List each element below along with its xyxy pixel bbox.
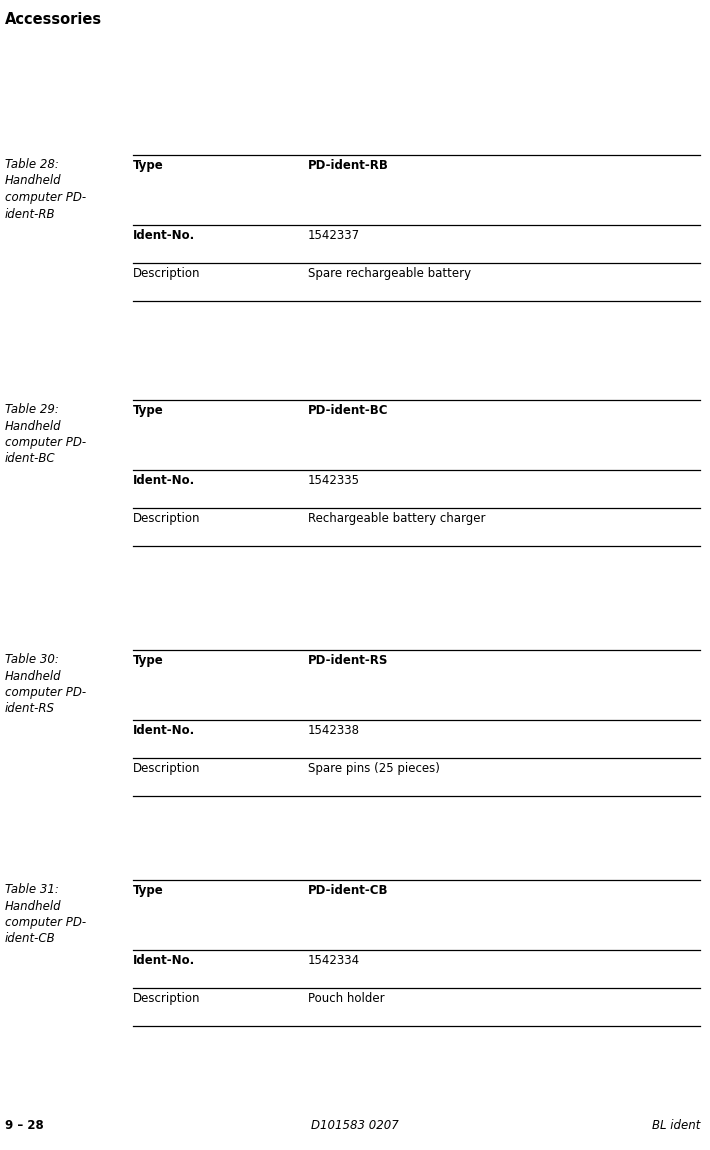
Text: Type: Type xyxy=(133,404,164,417)
Text: Ident-No.: Ident-No. xyxy=(133,954,195,967)
Text: Spare pins (25 pieces): Spare pins (25 pieces) xyxy=(308,762,440,775)
Text: Ident-No.: Ident-No. xyxy=(133,229,195,242)
Text: PD-ident-RB: PD-ident-RB xyxy=(308,159,389,172)
Text: Type: Type xyxy=(133,654,164,667)
Text: Rechargeable battery charger: Rechargeable battery charger xyxy=(308,512,486,526)
Text: Spare rechargeable battery: Spare rechargeable battery xyxy=(308,267,471,279)
Text: Description: Description xyxy=(133,512,200,526)
Text: Table 31:
Handheld
computer PD-
ident-CB: Table 31: Handheld computer PD- ident-CB xyxy=(5,883,86,945)
Text: Ident-No.: Ident-No. xyxy=(133,474,195,486)
Text: 1542334: 1542334 xyxy=(308,954,360,967)
Text: Table 28:
Handheld
computer PD-
ident-RB: Table 28: Handheld computer PD- ident-RB xyxy=(5,158,86,221)
Text: Pouch holder: Pouch holder xyxy=(308,992,385,1005)
Text: Accessories: Accessories xyxy=(5,12,102,26)
Text: PD-ident-BC: PD-ident-BC xyxy=(308,404,388,417)
Text: Type: Type xyxy=(133,159,164,172)
Text: Description: Description xyxy=(133,267,200,279)
Text: Description: Description xyxy=(133,762,200,775)
Text: 1542338: 1542338 xyxy=(308,724,360,737)
Text: PD-ident-CB: PD-ident-CB xyxy=(308,884,388,897)
Text: Table 30:
Handheld
computer PD-
ident-RS: Table 30: Handheld computer PD- ident-RS xyxy=(5,653,86,715)
Text: Description: Description xyxy=(133,992,200,1005)
Text: 1542337: 1542337 xyxy=(308,229,360,242)
Text: Type: Type xyxy=(133,884,164,897)
Text: Table 29:
Handheld
computer PD-
ident-BC: Table 29: Handheld computer PD- ident-BC xyxy=(5,402,86,466)
Text: 1542335: 1542335 xyxy=(308,474,360,486)
Text: D101583 0207: D101583 0207 xyxy=(311,1119,399,1132)
Text: PD-ident-RS: PD-ident-RS xyxy=(308,654,388,667)
Text: Ident-No.: Ident-No. xyxy=(133,724,195,737)
Text: 9 – 28: 9 – 28 xyxy=(5,1119,44,1132)
Text: BL ident: BL ident xyxy=(652,1119,700,1132)
